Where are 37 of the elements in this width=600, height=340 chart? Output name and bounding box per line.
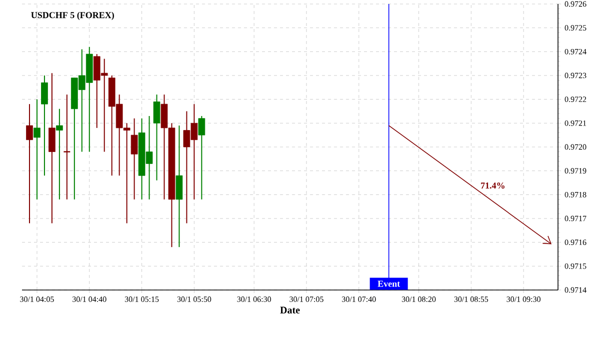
candlestick [56,108,63,200]
x-tick-label: 30/1 04:05 [20,296,54,302]
y-tick-label: 0.9720 [564,144,586,150]
y-tick-label: 0.9721 [564,120,586,126]
y-tick-label: 0.9718 [564,192,586,198]
y-tick-label: 0.9719 [564,168,586,174]
candlestick [130,118,138,200]
x-tick-label: 30/1 05:15 [124,296,159,302]
y-tick-label: 0.9716 [564,240,586,246]
candlestick [63,94,71,200]
annotation: 71.4% [481,182,504,189]
y-tick-label: 0.9724 [564,48,586,54]
y-tick-label: 0.9722 [564,96,586,102]
y-tick-label: 0.9726 [564,1,586,7]
candlestick [26,104,33,224]
candlestick [176,125,183,248]
candlestick [198,116,206,200]
y-tick-label: 0.9717 [564,216,586,222]
y-tick-label: 0.9725 [564,25,586,31]
y-tick-label: 0.9715 [564,263,586,269]
x-tick-label: 30/1 07:05 [290,296,324,302]
x-tick-label: 30/1 06:30 [237,296,271,302]
x-tick-label: 30/1 07:40 [342,296,376,302]
x-tick-label: 30/1 09:30 [506,296,540,302]
x-tick-label: 30/1 05:50 [177,296,212,302]
candlestick [34,98,40,200]
candlestick [153,94,160,181]
x-tick-label: 30/1 08:20 [402,296,436,302]
ref-line-label: Event [378,280,400,287]
candlestick [41,74,48,176]
x-tick-label: 30/1 08:55 [454,296,488,302]
candlestick [48,72,56,224]
x-tick-label: 30/1 04:40 [72,296,106,302]
text: USDCHF 5 (FOREX) [31,12,114,20]
y-tick-label: 0.9723 [564,72,586,78]
y-tick-label: 0.9714 [564,287,586,293]
x-axis-title: Date [280,306,300,314]
